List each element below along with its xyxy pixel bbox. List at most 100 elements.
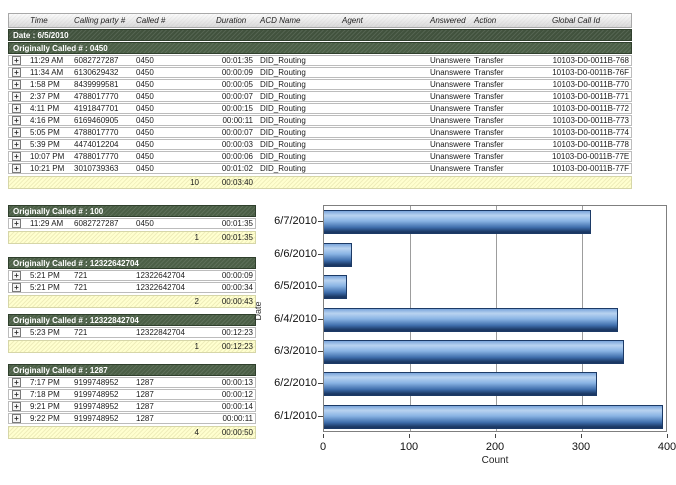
cell-action: Transfer — [474, 140, 504, 149]
cell-time: 11:34 AM — [30, 68, 64, 77]
group-table: Originally Called # : 12322642704 +5:21 P… — [8, 257, 256, 308]
cell-answered: Unanswered — [430, 152, 471, 161]
expand-plus-icon[interactable]: + — [12, 56, 21, 65]
cell-called: 0450 — [136, 128, 154, 137]
cell-answered: Unanswered — [430, 80, 471, 89]
column-header-acd-name[interactable]: ACD Name — [260, 16, 301, 25]
cell-duration: 00:00:03 — [221, 140, 253, 149]
bar-6/2/2010 — [324, 372, 597, 396]
cell-action: Transfer — [474, 92, 504, 101]
y-tick-label: 6/7/2010 — [274, 215, 317, 227]
cell-calling: 721 — [74, 283, 88, 292]
expand-plus-icon[interactable]: + — [12, 271, 21, 280]
expand-plus-icon[interactable]: + — [12, 116, 21, 125]
cell-acd: DID_Routing — [260, 140, 306, 149]
expand-plus-icon[interactable]: + — [12, 414, 21, 423]
table-row[interactable]: +5:39 PM 4474012204 0450 00:00:03 DID_Routin… — [8, 139, 632, 150]
cell-duration: 00:00:14 — [221, 402, 253, 411]
table-row[interactable]: +7:17 PM 9199748952 1287 00:00:13 — [8, 377, 256, 388]
cell-called: 0450 — [136, 164, 154, 173]
cell-action: Transfer — [474, 128, 504, 137]
expand-plus-icon[interactable]: + — [12, 152, 21, 161]
cell-called: 0450 — [136, 140, 154, 149]
cell-duration: 00:12:23 — [221, 328, 253, 337]
table-row[interactable]: +11:34 AM 6130629432 0450 00:00:09 DID_Routi… — [8, 67, 632, 78]
expand-plus-icon[interactable]: + — [12, 328, 21, 337]
table-row[interactable]: +5:05 PM 4788017770 0450 00:00:07 DID_Routin… — [8, 127, 632, 138]
cell-acd: DID_Routing — [260, 80, 306, 89]
table-row[interactable]: +1:58 PM 8439999581 0450 00:00:05 DID_Routin… — [8, 79, 632, 90]
cell-called: 1287 — [136, 402, 154, 411]
table-row[interactable]: +11:29 AM 6082727287 0450 00:01:35 — [8, 218, 256, 229]
cell-acd: DID_Routing — [260, 104, 306, 113]
bar-6/7/2010 — [324, 210, 591, 234]
cell-time: 10:21 PM — [30, 164, 65, 173]
table-row[interactable]: +9:21 PM 9199748952 1287 00:00:14 — [8, 401, 256, 412]
cell-action: Transfer — [474, 56, 504, 65]
cell-calling: 8439999581 — [74, 80, 119, 89]
table-row[interactable]: +11:29 AM 6082727287 0450 00:01:35 DID_Routi… — [8, 55, 632, 66]
expand-plus-icon[interactable]: + — [12, 68, 21, 77]
bar-6/3/2010 — [324, 340, 624, 364]
cell-time: 5:23 PM — [30, 328, 60, 337]
cell-calling: 6130629432 — [74, 68, 119, 77]
table-row[interactable]: +5:21 PM 721 12322642704 00:00:09 — [8, 270, 256, 281]
table-row[interactable]: +5:23 PM 721 12322842704 00:12:23 — [8, 327, 256, 338]
column-header-duration[interactable]: Duration — [216, 16, 247, 25]
x-tick-label: 400 — [657, 441, 676, 453]
expand-plus-icon[interactable]: + — [12, 140, 21, 149]
cell-gcid: 10103-D0-0011B-77E — [552, 152, 630, 161]
expand-plus-icon[interactable]: + — [12, 164, 21, 173]
cell-time: 5:39 PM — [30, 140, 60, 149]
y-tick-label: 6/1/2010 — [274, 410, 317, 422]
column-header-calling-party-[interactable]: Calling party # — [74, 16, 126, 25]
table-row[interactable]: +10:07 PM 4788017770 0450 00:00:06 DID_Routi… — [8, 151, 632, 162]
cell-time: 5:21 PM — [30, 283, 60, 292]
cell-duration: 00:00:09 — [221, 68, 253, 77]
expand-plus-icon[interactable]: + — [12, 92, 21, 101]
column-header-answered[interactable]: Answered — [430, 16, 466, 25]
column-header-agent[interactable]: Agent — [342, 16, 363, 25]
table-row[interactable]: +7:18 PM 9199748952 1287 00:00:12 — [8, 389, 256, 400]
cell-duration: 00:00:07 — [221, 128, 253, 137]
cell-duration: 00:00:09 — [221, 271, 253, 280]
expand-plus-icon[interactable]: + — [12, 402, 21, 411]
cell-calling: 3010739363 — [74, 164, 119, 173]
table-row[interactable]: +4:16 PM 6169460905 0450 00:00:11 DID_Routin… — [8, 115, 632, 126]
cell-action: Transfer — [474, 116, 504, 125]
column-header-called-[interactable]: Called # — [136, 16, 166, 25]
summary-total-duration: 00:12:23 — [221, 342, 253, 351]
cell-duration: 00:00:34 — [221, 283, 253, 292]
cell-gcid: 10103-D0-0011B-774 — [552, 128, 629, 137]
table-row[interactable]: +5:21 PM 721 12322642704 00:00:34 — [8, 282, 256, 293]
cell-duration: 00:00:11 — [222, 116, 253, 125]
expand-plus-icon[interactable]: + — [12, 219, 21, 228]
table-row[interactable]: +10:21 PM 3010739363 0450 00:01:02 DID_Routi… — [8, 163, 632, 174]
table-row[interactable]: +4:11 PM 4191847701 0450 00:00:15 DID_Routin… — [8, 103, 632, 114]
column-header-action[interactable]: Action — [474, 16, 497, 25]
column-header-time[interactable]: Time — [30, 16, 48, 25]
expand-plus-icon[interactable]: + — [12, 283, 21, 292]
cell-answered: Unanswered — [430, 68, 471, 77]
expand-plus-icon[interactable]: + — [12, 378, 21, 387]
summary-total-duration: 00:01:35 — [221, 233, 253, 242]
table-row[interactable]: +2:37 PM 4788017770 0450 00:00:07 DID_Routin… — [8, 91, 632, 102]
expand-plus-icon[interactable]: + — [12, 80, 21, 89]
cell-action: Transfer — [474, 68, 504, 77]
cell-duration: 00:00:06 — [221, 152, 253, 161]
expand-plus-icon[interactable]: + — [12, 104, 21, 113]
y-tick-label: 6/5/2010 — [274, 280, 317, 292]
cell-time: 9:21 PM — [30, 402, 60, 411]
cell-calling: 6082727287 — [74, 56, 119, 65]
cell-called: 0450 — [136, 80, 154, 89]
group-summary-row: 1 00:12:23 — [8, 340, 256, 353]
expand-plus-icon[interactable]: + — [12, 390, 21, 399]
cell-time: 5:05 PM — [30, 128, 60, 137]
y-tick-mark — [318, 383, 323, 384]
originally-called-band: Originally Called # : 0450 — [8, 42, 632, 54]
table-row[interactable]: +9:22 PM 9199748952 1287 00:00:11 — [8, 413, 256, 424]
x-tick-mark — [667, 434, 668, 438]
column-header-global-call-id[interactable]: Global Call Id — [552, 16, 601, 25]
expand-plus-icon[interactable]: + — [12, 128, 21, 137]
cell-action: Transfer — [474, 104, 504, 113]
